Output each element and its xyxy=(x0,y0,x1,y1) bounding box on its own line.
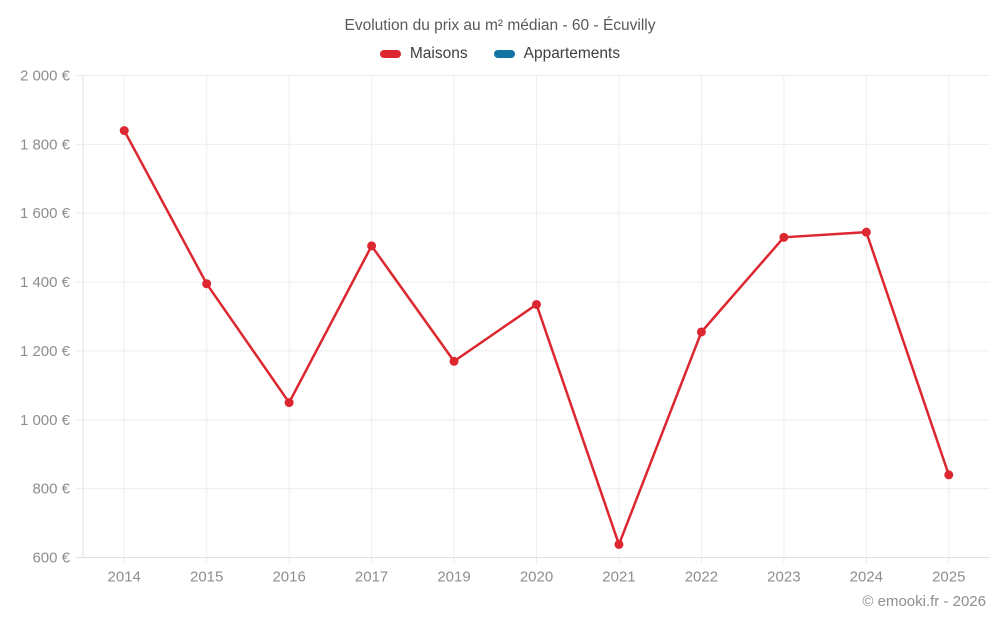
data-point-marker xyxy=(614,539,624,549)
x-tick-label: 2023 xyxy=(767,569,800,586)
x-tick-label: 2022 xyxy=(685,569,718,586)
data-point-marker xyxy=(861,227,871,237)
data-point-marker xyxy=(944,470,954,480)
x-tick-label: 2024 xyxy=(850,569,883,586)
x-tick-label: 2016 xyxy=(272,569,305,586)
data-point-marker xyxy=(202,279,212,289)
chart-title: Evolution du prix au m² médian - 60 - Éc… xyxy=(344,17,656,34)
y-tick-label: 1 600 € xyxy=(20,205,71,222)
x-tick-label: 2025 xyxy=(932,569,965,586)
legend-item-maisons[interactable]: Maisons xyxy=(379,45,468,63)
y-tick-label: 1 400 € xyxy=(20,274,71,291)
y-tick-label: 600 € xyxy=(32,550,70,567)
data-point-marker xyxy=(779,232,789,242)
data-point-marker xyxy=(119,126,129,136)
x-tick-label: 2020 xyxy=(520,569,553,586)
x-tick-label: 2017 xyxy=(355,569,388,586)
x-tick-label: 2014 xyxy=(108,569,141,586)
chart-legend: Maisons Appartements xyxy=(0,45,1000,63)
y-tick-label: 800 € xyxy=(32,481,70,498)
copyright-watermark: © emooki.fr - 2026 xyxy=(862,593,986,610)
y-tick-label: 1 800 € xyxy=(20,136,71,153)
y-tick-label: 2 000 € xyxy=(20,68,71,85)
y-tick-label: 1 000 € xyxy=(20,412,71,429)
data-point-marker xyxy=(696,327,706,337)
legend-label-maisons: Maisons xyxy=(409,45,468,62)
x-tick-label: 2015 xyxy=(190,569,223,586)
legend-label-appartements: Appartements xyxy=(523,45,621,62)
legend-item-appartements[interactable]: Appartements xyxy=(493,45,621,63)
x-tick-label: 2019 xyxy=(437,569,470,586)
data-point-marker xyxy=(284,398,294,408)
data-point-marker xyxy=(367,241,377,251)
x-tick-label: 2021 xyxy=(602,569,635,586)
data-point-marker xyxy=(532,299,541,309)
data-point-marker xyxy=(449,356,459,366)
y-tick-label: 1 200 € xyxy=(20,343,71,360)
appartements-series-swatch-icon xyxy=(493,50,515,58)
maisons-series-swatch-icon xyxy=(379,50,401,58)
